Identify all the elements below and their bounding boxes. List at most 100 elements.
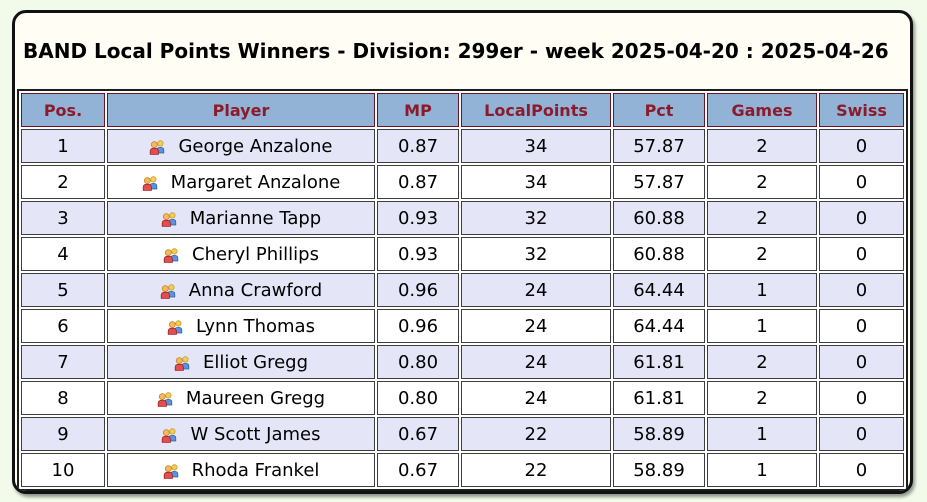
localpoints-cell: 32 xyxy=(461,237,611,271)
pos-cell: 3 xyxy=(21,201,105,235)
two-people-icon[interactable] xyxy=(160,283,177,299)
player-cell: George Anzalone xyxy=(107,129,375,163)
two-people-icon[interactable] xyxy=(163,463,180,479)
mp-cell: 0.67 xyxy=(377,453,459,487)
mp-cell: 0.67 xyxy=(377,417,459,451)
swiss-cell: 0 xyxy=(819,273,904,307)
games-cell: 2 xyxy=(707,201,817,235)
pos-cell: 1 xyxy=(21,129,105,163)
pos-cell: 5 xyxy=(21,273,105,307)
two-people-icon[interactable] xyxy=(149,139,166,155)
player-cell: Elliot Gregg xyxy=(107,345,375,379)
two-people-icon[interactable] xyxy=(161,427,178,443)
localpoints-cell: 24 xyxy=(461,381,611,415)
pct-cell: 61.81 xyxy=(613,381,705,415)
mp-cell: 0.87 xyxy=(377,129,459,163)
swiss-cell: 0 xyxy=(819,417,904,451)
two-people-icon[interactable] xyxy=(157,391,174,407)
mp-cell: 0.93 xyxy=(377,237,459,271)
title-band: BAND Local Points Winners - Division: 29… xyxy=(15,13,910,89)
swiss-cell: 0 xyxy=(819,381,904,415)
column-header-games: Games xyxy=(707,93,817,127)
mp-cell: 0.96 xyxy=(377,273,459,307)
two-people-icon[interactable] xyxy=(163,247,180,263)
player-name: Anna Crawford xyxy=(188,279,323,301)
table-header-row: Pos. Player MP LocalPoints Pct Games Swiss xyxy=(21,93,904,127)
games-cell: 2 xyxy=(707,237,817,271)
two-people-icon[interactable] xyxy=(142,175,159,191)
player-cell: Margaret Anzalone xyxy=(107,165,375,199)
pct-cell: 60.88 xyxy=(613,201,705,235)
localpoints-cell: 34 xyxy=(461,165,611,199)
table-row: 9 W Scott James 0.67 22 58.89 1 0 xyxy=(21,417,904,451)
table-row: 4 Cheryl Phillips 0.93 32 60.88 2 0 xyxy=(21,237,904,271)
mp-cell: 0.80 xyxy=(377,345,459,379)
pos-cell: 10 xyxy=(21,453,105,487)
games-cell: 2 xyxy=(707,345,817,379)
games-cell: 1 xyxy=(707,309,817,343)
column-header-player: Player xyxy=(107,93,375,127)
player-cell: Rhoda Frankel xyxy=(107,453,375,487)
table-body: 1 George Anzalone 0.87 34 57.87 2 0 2 Margaret A… xyxy=(21,129,904,487)
column-header-localpoints: LocalPoints xyxy=(461,93,611,127)
swiss-cell: 0 xyxy=(819,129,904,163)
two-people-icon[interactable] xyxy=(161,211,178,227)
mp-cell: 0.96 xyxy=(377,309,459,343)
table-row: 2 Margaret Anzalone 0.87 34 57.87 2 0 xyxy=(21,165,904,199)
table-wrap: Pos. Player MP LocalPoints Pct Games Swiss 1 Ge… xyxy=(15,89,910,491)
swiss-cell: 0 xyxy=(819,345,904,379)
table-row: 3 Marianne Tapp 0.93 32 60.88 2 0 xyxy=(21,201,904,235)
swiss-cell: 0 xyxy=(819,165,904,199)
pct-cell: 61.81 xyxy=(613,345,705,379)
player-name: George Anzalone xyxy=(178,135,333,157)
column-header-pct: Pct xyxy=(613,93,705,127)
pct-cell: 58.89 xyxy=(613,417,705,451)
player-cell: Maureen Gregg xyxy=(107,381,375,415)
results-panel: BAND Local Points Winners - Division: 29… xyxy=(12,10,913,494)
player-name: Maureen Gregg xyxy=(185,387,326,409)
pos-cell: 6 xyxy=(21,309,105,343)
two-people-icon[interactable] xyxy=(167,319,184,335)
games-cell: 2 xyxy=(707,129,817,163)
pos-cell: 8 xyxy=(21,381,105,415)
localpoints-cell: 22 xyxy=(461,453,611,487)
pct-cell: 60.88 xyxy=(613,237,705,271)
localpoints-cell: 24 xyxy=(461,309,611,343)
mp-cell: 0.80 xyxy=(377,381,459,415)
player-name: Lynn Thomas xyxy=(196,315,315,337)
page-title: BAND Local Points Winners - Division: 29… xyxy=(23,39,889,63)
player-cell: Anna Crawford xyxy=(107,273,375,307)
localpoints-cell: 22 xyxy=(461,417,611,451)
games-cell: 2 xyxy=(707,381,817,415)
games-cell: 2 xyxy=(707,165,817,199)
local-points-table: Pos. Player MP LocalPoints Pct Games Swiss 1 Ge… xyxy=(17,89,908,491)
pct-cell: 57.87 xyxy=(613,129,705,163)
table-row: 5 Anna Crawford 0.96 24 64.44 1 0 xyxy=(21,273,904,307)
player-name: Marianne Tapp xyxy=(189,207,322,229)
swiss-cell: 0 xyxy=(819,237,904,271)
swiss-cell: 0 xyxy=(819,453,904,487)
player-name: Elliot Gregg xyxy=(202,351,309,373)
pct-cell: 57.87 xyxy=(613,165,705,199)
table-row: 7 Elliot Gregg 0.80 24 61.81 2 0 xyxy=(21,345,904,379)
localpoints-cell: 24 xyxy=(461,345,611,379)
pos-cell: 2 xyxy=(21,165,105,199)
column-header-swiss: Swiss xyxy=(819,93,904,127)
games-cell: 1 xyxy=(707,417,817,451)
table-row: 10 Rhoda Frankel 0.67 22 58.89 1 0 xyxy=(21,453,904,487)
localpoints-cell: 34 xyxy=(461,129,611,163)
player-name: Margaret Anzalone xyxy=(170,171,341,193)
localpoints-cell: 32 xyxy=(461,201,611,235)
pct-cell: 64.44 xyxy=(613,309,705,343)
player-name: Cheryl Phillips xyxy=(192,243,319,265)
player-cell: W Scott James xyxy=(107,417,375,451)
localpoints-cell: 24 xyxy=(461,273,611,307)
two-people-icon[interactable] xyxy=(174,355,191,371)
player-cell: Lynn Thomas xyxy=(107,309,375,343)
player-cell: Marianne Tapp xyxy=(107,201,375,235)
pos-cell: 7 xyxy=(21,345,105,379)
player-name: W Scott James xyxy=(190,423,321,445)
games-cell: 1 xyxy=(707,453,817,487)
table-row: 8 Maureen Gregg 0.80 24 61.81 2 0 xyxy=(21,381,904,415)
